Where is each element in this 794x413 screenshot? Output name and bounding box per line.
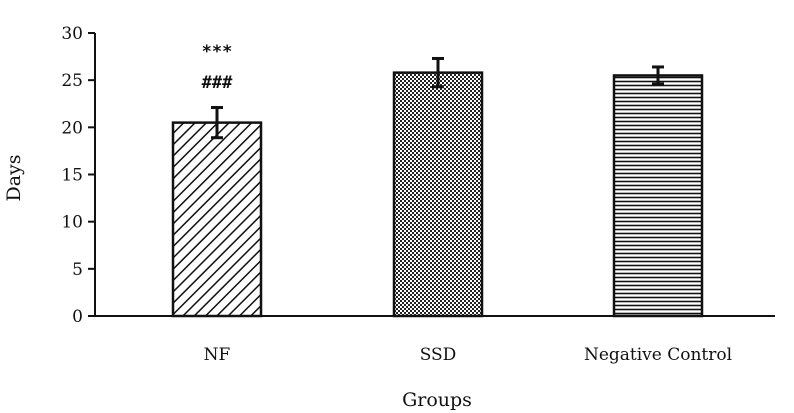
y-axis: 0 5 10 15 20 25 30 (61, 24, 96, 327)
x-tick-label: SSD (420, 345, 457, 365)
y-tick-label: 0 (72, 307, 83, 327)
annotations: *** ### (202, 42, 233, 93)
y-tick-label: 15 (61, 166, 83, 186)
bars (171, 71, 704, 318)
y-tick-label: 5 (72, 260, 83, 280)
y-tick-label: 10 (61, 213, 83, 233)
y-tick-label: 30 (61, 24, 83, 44)
y-axis-title: Days (3, 154, 25, 201)
category-labels: NF SSD Negative Control (204, 345, 732, 365)
error-bars (211, 56, 664, 140)
significance-annotation: *** (202, 42, 233, 62)
x-axis-title: Groups (402, 389, 472, 411)
bar (392, 71, 484, 318)
bar (612, 74, 704, 318)
y-tick-label: 20 (61, 118, 83, 138)
significance-annotation: ### (202, 73, 233, 93)
bar (171, 121, 263, 318)
y-tick-label: 25 (61, 71, 83, 91)
x-tick-label: Negative Control (584, 345, 732, 365)
x-tick-label: NF (204, 345, 231, 365)
